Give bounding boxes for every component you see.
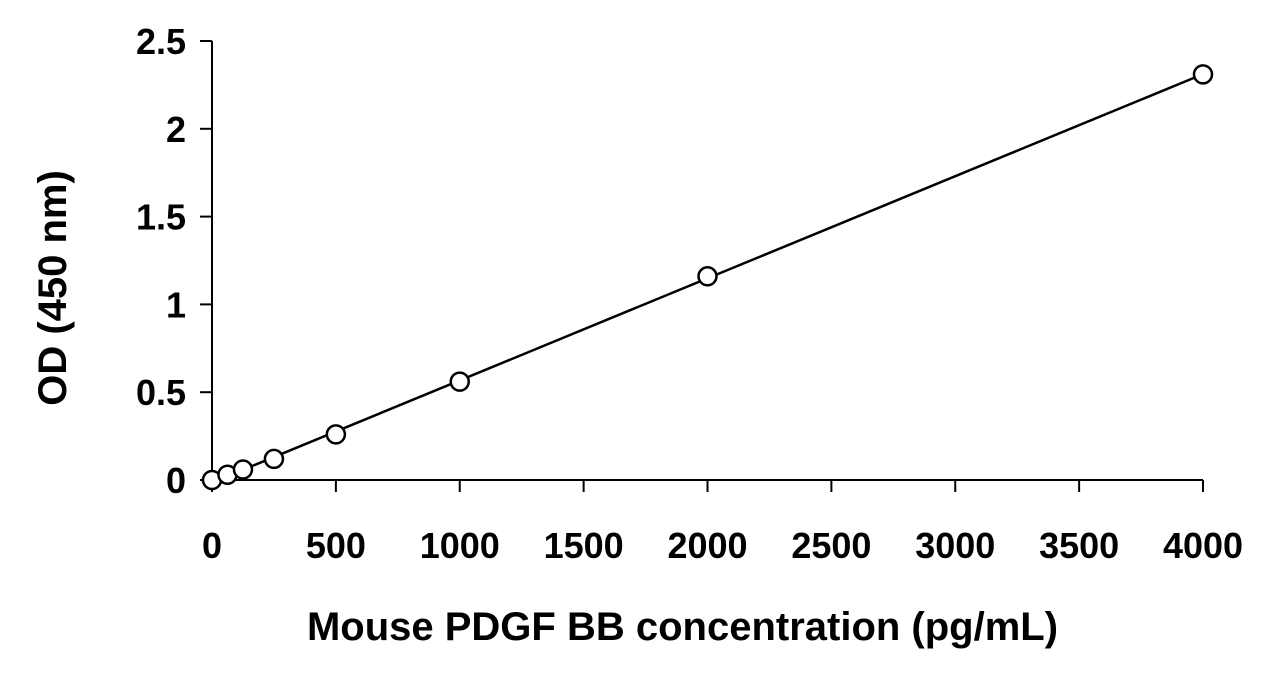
x-tick-label: 1500: [544, 525, 624, 566]
ticks: 0 0.5 1 1.5 2 2.5 0 500 1000 1500 2000 2500 3000 3500…: [136, 21, 1243, 566]
data-point: [325, 424, 347, 445]
x-tick-label: 3500: [1039, 525, 1119, 566]
y-tick-label: 0: [166, 460, 186, 501]
axes: [211, 41, 1203, 481]
y-tick-label: 1: [166, 284, 186, 325]
x-tick-label: 3000: [915, 525, 995, 566]
data-point: [697, 266, 718, 287]
data-points: [201, 64, 1214, 491]
data-point: [1192, 64, 1214, 85]
y-tick-label: 1.5: [136, 197, 186, 238]
x-axis-title: Mouse PDGF BB concentration (pg/mL): [307, 605, 1058, 649]
data-point: [263, 448, 285, 470]
data-point: [449, 371, 470, 392]
x-tick-label: 0: [202, 525, 222, 566]
x-tick-label: 1000: [420, 525, 500, 566]
y-tick-label: 0.5: [136, 372, 186, 413]
data-point: [232, 459, 254, 480]
y-tick-label: 2.5: [136, 21, 186, 62]
x-tick-label: 4000: [1163, 525, 1243, 566]
x-tick-label: 2000: [667, 525, 747, 566]
x-tick-label: 2500: [791, 525, 871, 566]
x-tick-label: 500: [306, 525, 366, 566]
y-tick-label: 2: [166, 109, 186, 150]
y-axis-title: OD (450 nm): [31, 170, 75, 406]
